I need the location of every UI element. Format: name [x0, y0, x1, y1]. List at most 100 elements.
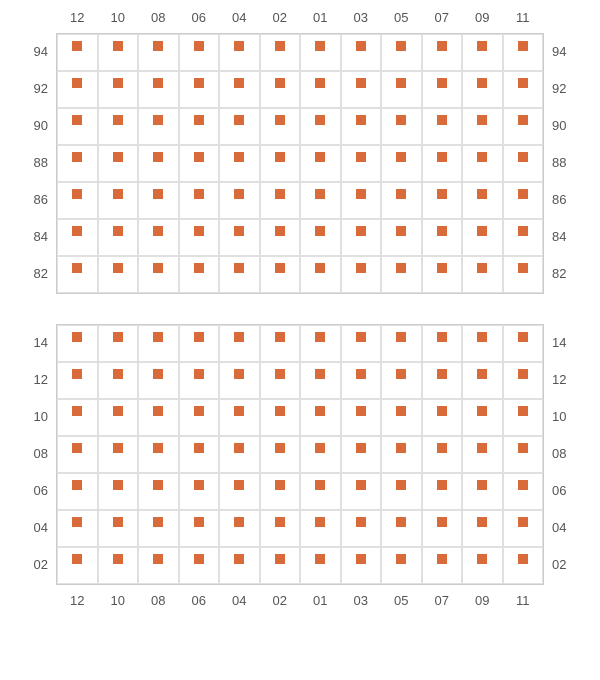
seat-cell[interactable] [422, 71, 463, 108]
seat-cell[interactable] [98, 145, 139, 182]
seat-cell[interactable] [462, 399, 503, 436]
seat-cell[interactable] [138, 145, 179, 182]
seat-cell[interactable] [179, 473, 220, 510]
seat-cell[interactable] [381, 362, 422, 399]
seat-cell[interactable] [98, 219, 139, 256]
seat-cell[interactable] [503, 473, 544, 510]
seat-cell[interactable] [503, 325, 544, 362]
seat-cell[interactable] [300, 325, 341, 362]
seat-cell[interactable] [462, 256, 503, 293]
seat-cell[interactable] [179, 399, 220, 436]
seat-cell[interactable] [219, 399, 260, 436]
seat-cell[interactable] [138, 182, 179, 219]
seat-cell[interactable] [462, 71, 503, 108]
seat-cell[interactable] [341, 510, 382, 547]
seat-cell[interactable] [341, 71, 382, 108]
seat-cell[interactable] [381, 473, 422, 510]
seat-cell[interactable] [341, 182, 382, 219]
seat-cell[interactable] [300, 71, 341, 108]
seat-cell[interactable] [260, 34, 301, 71]
seat-cell[interactable] [179, 510, 220, 547]
seat-cell[interactable] [341, 362, 382, 399]
seat-cell[interactable] [179, 362, 220, 399]
seat-cell[interactable] [422, 108, 463, 145]
seat-cell[interactable] [503, 362, 544, 399]
seat-cell[interactable] [422, 436, 463, 473]
seat-cell[interactable] [57, 108, 98, 145]
seat-cell[interactable] [381, 256, 422, 293]
seat-cell[interactable] [260, 108, 301, 145]
seat-cell[interactable] [300, 510, 341, 547]
seat-cell[interactable] [98, 362, 139, 399]
seat-cell[interactable] [138, 362, 179, 399]
seat-cell[interactable] [341, 436, 382, 473]
seat-cell[interactable] [57, 182, 98, 219]
seat-cell[interactable] [381, 34, 422, 71]
seat-cell[interactable] [98, 399, 139, 436]
seat-cell[interactable] [381, 547, 422, 584]
seat-cell[interactable] [219, 145, 260, 182]
seat-cell[interactable] [98, 34, 139, 71]
seat-cell[interactable] [260, 256, 301, 293]
seat-cell[interactable] [57, 34, 98, 71]
seat-cell[interactable] [219, 325, 260, 362]
seat-cell[interactable] [381, 108, 422, 145]
seat-cell[interactable] [462, 362, 503, 399]
seat-cell[interactable] [260, 510, 301, 547]
seat-cell[interactable] [422, 399, 463, 436]
seat-cell[interactable] [462, 510, 503, 547]
seat-cell[interactable] [503, 399, 544, 436]
seat-cell[interactable] [98, 256, 139, 293]
seat-cell[interactable] [462, 182, 503, 219]
seat-cell[interactable] [219, 473, 260, 510]
seat-cell[interactable] [341, 34, 382, 71]
seat-cell[interactable] [381, 436, 422, 473]
seat-cell[interactable] [57, 256, 98, 293]
seat-cell[interactable] [179, 34, 220, 71]
seat-cell[interactable] [462, 473, 503, 510]
seat-cell[interactable] [381, 71, 422, 108]
seat-cell[interactable] [219, 71, 260, 108]
seat-cell[interactable] [179, 325, 220, 362]
seat-cell[interactable] [422, 256, 463, 293]
seat-cell[interactable] [422, 473, 463, 510]
seat-cell[interactable] [462, 219, 503, 256]
seat-cell[interactable] [503, 256, 544, 293]
seat-cell[interactable] [260, 473, 301, 510]
seat-cell[interactable] [260, 436, 301, 473]
seat-cell[interactable] [503, 145, 544, 182]
seat-cell[interactable] [57, 399, 98, 436]
seat-cell[interactable] [341, 256, 382, 293]
seat-cell[interactable] [462, 325, 503, 362]
seat-cell[interactable] [341, 473, 382, 510]
seat-cell[interactable] [219, 108, 260, 145]
seat-cell[interactable] [179, 145, 220, 182]
seat-cell[interactable] [98, 473, 139, 510]
seat-cell[interactable] [179, 108, 220, 145]
seat-cell[interactable] [422, 325, 463, 362]
seat-cell[interactable] [381, 145, 422, 182]
seat-cell[interactable] [462, 547, 503, 584]
seat-cell[interactable] [341, 399, 382, 436]
seat-cell[interactable] [341, 547, 382, 584]
seat-cell[interactable] [422, 145, 463, 182]
seat-cell[interactable] [57, 547, 98, 584]
seat-cell[interactable] [381, 399, 422, 436]
seat-cell[interactable] [138, 71, 179, 108]
seat-cell[interactable] [422, 547, 463, 584]
seat-cell[interactable] [503, 108, 544, 145]
seat-cell[interactable] [300, 145, 341, 182]
seat-cell[interactable] [98, 325, 139, 362]
seat-cell[interactable] [341, 108, 382, 145]
seat-cell[interactable] [300, 399, 341, 436]
seat-cell[interactable] [341, 145, 382, 182]
seat-cell[interactable] [260, 182, 301, 219]
seat-cell[interactable] [98, 108, 139, 145]
seat-cell[interactable] [422, 219, 463, 256]
seat-cell[interactable] [138, 34, 179, 71]
seat-cell[interactable] [300, 34, 341, 71]
seat-cell[interactable] [503, 510, 544, 547]
seat-cell[interactable] [138, 547, 179, 584]
seat-cell[interactable] [462, 34, 503, 71]
seat-cell[interactable] [422, 34, 463, 71]
